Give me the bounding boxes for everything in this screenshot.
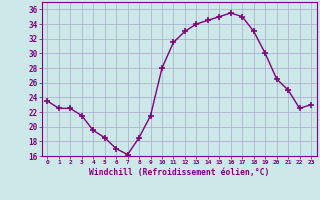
X-axis label: Windchill (Refroidissement éolien,°C): Windchill (Refroidissement éolien,°C) — [89, 168, 269, 177]
